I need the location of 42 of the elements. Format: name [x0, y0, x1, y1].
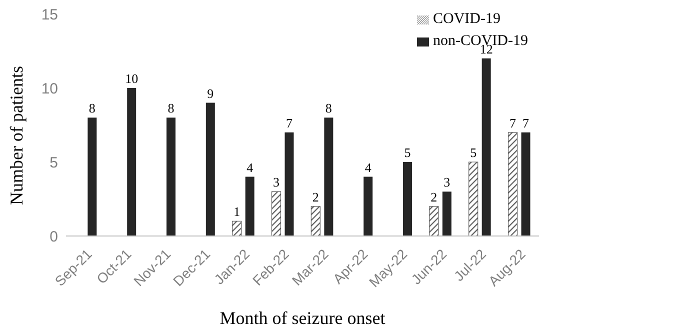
- y-tick-label: 5: [50, 154, 58, 172]
- bar: [271, 191, 282, 236]
- bar: [127, 88, 136, 236]
- data-label: 10: [125, 71, 138, 86]
- bar: [310, 206, 320, 236]
- data-label: 5: [404, 145, 411, 160]
- data-label: 7: [510, 115, 517, 130]
- data-label: 3: [444, 174, 450, 190]
- y-axis-title: Number of patients: [6, 66, 26, 205]
- y-tick-label: 15: [41, 6, 58, 24]
- data-label: 7: [522, 115, 530, 130]
- data-label: 8: [325, 100, 332, 116]
- bar: [468, 162, 478, 236]
- bar: [442, 192, 452, 236]
- data-label: 3: [273, 174, 280, 190]
- data-label: 8: [168, 100, 174, 116]
- bar: [364, 176, 373, 236]
- bar: [403, 162, 412, 236]
- bar: [482, 58, 491, 236]
- bar: [232, 220, 242, 236]
- bar: [88, 118, 97, 236]
- bar: [284, 132, 294, 236]
- data-label: 2: [312, 189, 319, 204]
- bar: [324, 118, 334, 236]
- data-label: 8: [88, 100, 96, 116]
- x-axis-title: Month of seizure onset: [220, 308, 386, 328]
- bar: [206, 102, 215, 236]
- bar: [245, 176, 254, 236]
- y-tick-label: 10: [41, 80, 58, 98]
- data-label: 2: [430, 189, 438, 204]
- data-label: 9: [207, 86, 214, 101]
- data-label: 4: [364, 160, 372, 175]
- bar: [508, 132, 518, 236]
- bar: [166, 118, 176, 236]
- data-label: 5: [470, 145, 477, 160]
- data-label: 7: [286, 115, 294, 130]
- bar: [429, 206, 439, 236]
- bar: [521, 132, 530, 236]
- data-label: 4: [246, 160, 254, 175]
- y-tick-label: 0: [50, 228, 58, 246]
- data-label: 1: [234, 204, 240, 220]
- legend-label: COVID-19: [433, 11, 500, 27]
